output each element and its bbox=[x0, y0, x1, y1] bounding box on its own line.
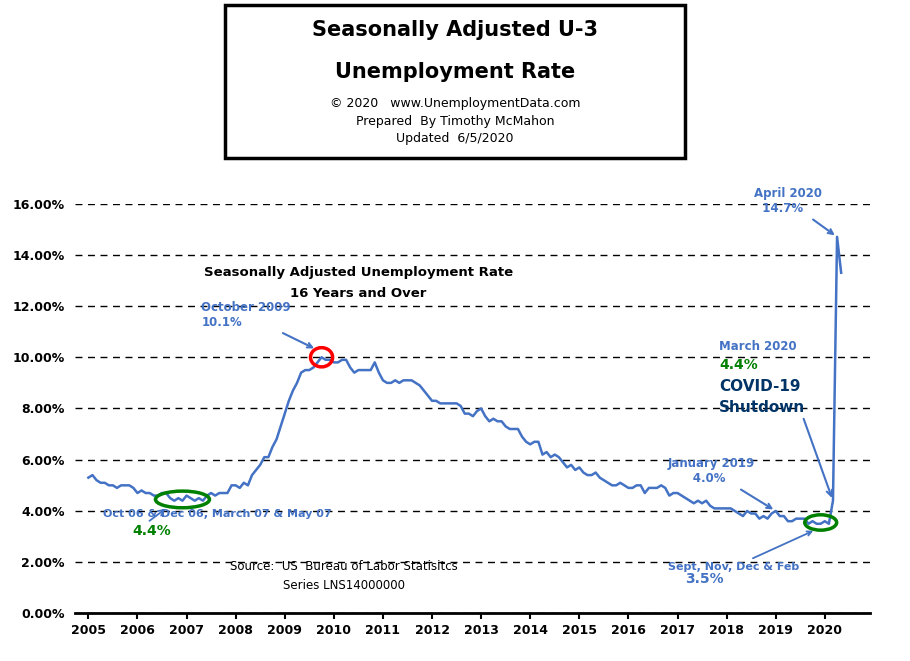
Text: Source:  US  Bureau of Labor Statisitcs: Source: US Bureau of Labor Statisitcs bbox=[230, 559, 458, 572]
Text: COVID-19: COVID-19 bbox=[719, 379, 801, 393]
Text: Unemployment Rate: Unemployment Rate bbox=[335, 62, 575, 82]
Text: Oct 06 & Dec 06, March 07 & May 07: Oct 06 & Dec 06, March 07 & May 07 bbox=[103, 508, 332, 519]
Text: 4.4%: 4.4% bbox=[719, 358, 758, 371]
Text: 3.5%: 3.5% bbox=[685, 572, 723, 586]
Text: March 2020: March 2020 bbox=[719, 340, 797, 352]
Text: Sept, Nov, Dec & Feb: Sept, Nov, Dec & Feb bbox=[668, 531, 812, 572]
Text: Shutdown: Shutdown bbox=[719, 401, 805, 415]
Text: Prepared  By Timothy McMahon: Prepared By Timothy McMahon bbox=[356, 115, 554, 128]
Text: January 2019
      4.0%: January 2019 4.0% bbox=[668, 457, 772, 508]
Text: 4.4%: 4.4% bbox=[133, 524, 171, 538]
Text: Updated  6/5/2020: Updated 6/5/2020 bbox=[396, 132, 514, 145]
Text: April 2020
  14.7%: April 2020 14.7% bbox=[753, 187, 833, 234]
Text: October 2009
10.1%: October 2009 10.1% bbox=[201, 301, 312, 348]
Text: Series LNS14000000: Series LNS14000000 bbox=[283, 579, 405, 592]
Text: Seasonally Adjusted U-3: Seasonally Adjusted U-3 bbox=[312, 20, 598, 40]
Text: © 2020   www.UnemploymentData.com: © 2020 www.UnemploymentData.com bbox=[329, 97, 581, 110]
Text: 16 Years and Over: 16 Years and Over bbox=[290, 287, 427, 299]
Text: Seasonally Adjusted Unemployment Rate: Seasonally Adjusted Unemployment Rate bbox=[204, 266, 513, 279]
